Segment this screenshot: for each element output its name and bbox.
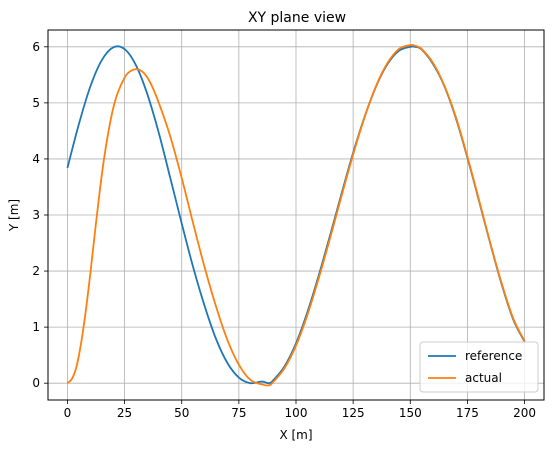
x-axis-label: X [m] xyxy=(279,428,312,442)
y-axis-label: Y [m] xyxy=(7,199,21,232)
y-tick-label: 1 xyxy=(32,320,40,334)
legend-label-reference: reference xyxy=(465,349,522,363)
x-tick-label: 50 xyxy=(174,406,189,420)
y-tick-label: 4 xyxy=(32,152,40,166)
legend-label-actual: actual xyxy=(465,371,502,385)
y-tick-label: 6 xyxy=(32,40,40,54)
x-tick-label: 125 xyxy=(342,406,365,420)
x-tick-label: 175 xyxy=(456,406,479,420)
x-tick-label: 25 xyxy=(117,406,132,420)
x-tick-label: 0 xyxy=(64,406,72,420)
y-tick-label: 3 xyxy=(32,208,40,222)
series-lines xyxy=(66,43,526,387)
y-tick-label: 0 xyxy=(32,376,40,390)
x-tick-label: 100 xyxy=(285,406,308,420)
x-tick-label: 75 xyxy=(231,406,246,420)
y-tick-label: 2 xyxy=(32,264,40,278)
x-tick-label: 200 xyxy=(513,406,536,420)
legend: reference actual xyxy=(419,341,539,393)
series-line-actual xyxy=(66,43,526,387)
legend-box xyxy=(419,341,539,393)
axis-ticks: 0 25 50 75 100 125 150 175 200 0 1 2 3 4 5 6 xyxy=(32,40,536,420)
x-tick-label: 150 xyxy=(399,406,422,420)
y-tick-label: 5 xyxy=(32,96,40,110)
chart-title: XY plane view xyxy=(248,10,346,26)
